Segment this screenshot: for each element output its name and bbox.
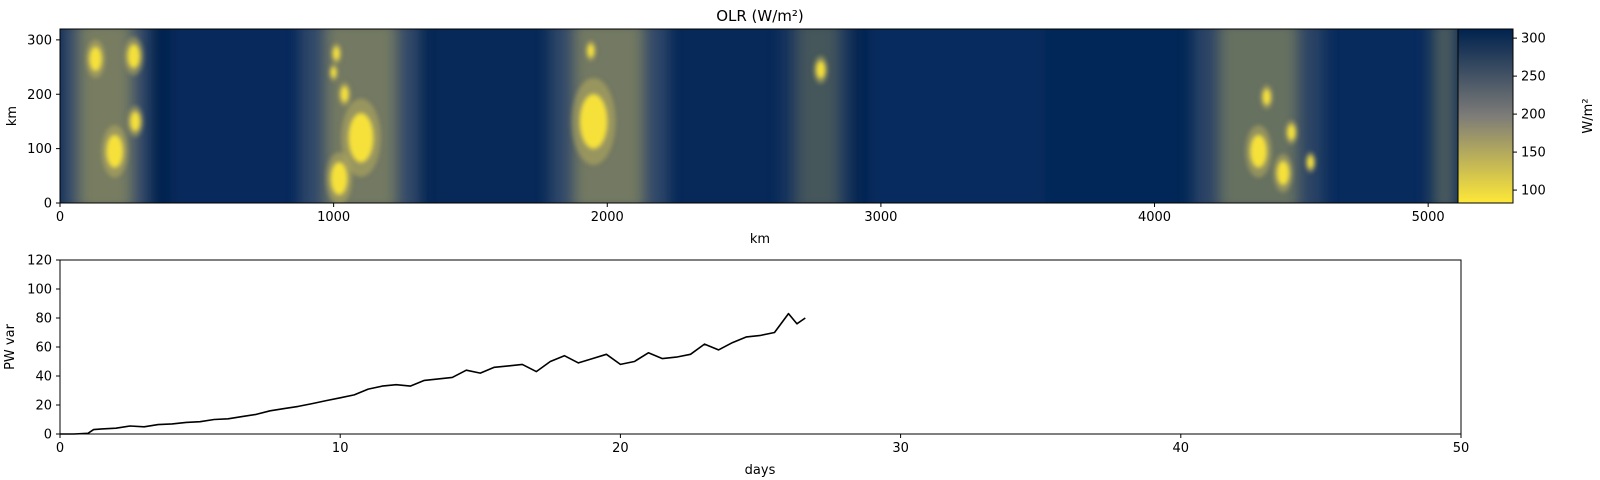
heatmap-area bbox=[60, 29, 1461, 203]
convective-cell bbox=[1262, 89, 1271, 105]
convective-cell bbox=[816, 61, 826, 79]
line-plot-x-axis: 0 10 20 30 40 50 bbox=[56, 434, 1469, 456]
convective-cell bbox=[587, 44, 595, 58]
heatmap-haze-patch bbox=[1324, 29, 1429, 203]
line-plot-x-tick-label: 10 bbox=[332, 441, 349, 456]
convective-cell bbox=[340, 86, 349, 102]
heatmap-y-tick-label: 300 bbox=[27, 33, 52, 48]
heatmap-x-tick-label: 2000 bbox=[591, 210, 624, 225]
convective-cell bbox=[348, 113, 374, 163]
convective-cell bbox=[333, 46, 340, 60]
heatmap-x-axis: 0 1000 2000 3000 4000 5000 bbox=[56, 203, 1445, 225]
convective-cell bbox=[330, 162, 348, 195]
colorbar-tick-label: 200 bbox=[1521, 108, 1546, 123]
heatmap-x-tick-label: 5000 bbox=[1412, 210, 1445, 225]
colorbar-tick-label: 300 bbox=[1521, 32, 1546, 47]
convective-cell bbox=[330, 67, 337, 78]
heatmap-haze-patch bbox=[429, 29, 553, 203]
heatmap-y-tick-label: 0 bbox=[44, 197, 52, 212]
line-plot-series bbox=[60, 312, 806, 435]
colorbar bbox=[1457, 28, 1514, 204]
colorbar-tick-label: 150 bbox=[1521, 146, 1546, 161]
convective-cell bbox=[127, 44, 140, 69]
convective-band-core bbox=[796, 29, 840, 203]
heatmap-y-tick-label: 100 bbox=[27, 142, 52, 157]
heatmap-haze-patch bbox=[867, 29, 1046, 203]
line-plot-y-tick-label: 20 bbox=[35, 399, 52, 414]
line-plot-y-tick-label: 120 bbox=[27, 254, 52, 269]
heatmap-haze-patch bbox=[1045, 29, 1196, 203]
heatmap-title: OLR (W/m²) bbox=[716, 7, 804, 25]
line-plot-frame bbox=[59, 259, 1462, 435]
convective-cell bbox=[106, 135, 123, 168]
pw-var-line bbox=[60, 312, 806, 435]
convective-cell bbox=[1250, 135, 1267, 168]
line-plot-y-tick-label: 100 bbox=[27, 283, 52, 298]
heatmap-y-label: km bbox=[5, 106, 20, 126]
colorbar-axis: 100 150 200 250 300 bbox=[1513, 32, 1546, 199]
heatmap-x-tick-label: 1000 bbox=[317, 210, 350, 225]
line-plot-y-tick-label: 60 bbox=[35, 341, 52, 356]
line-plot-x-tick-label: 40 bbox=[1173, 441, 1190, 456]
line-plot-y-tick-label: 40 bbox=[35, 370, 52, 385]
line-plot-y-label: PW var bbox=[3, 323, 18, 369]
heatmap-x-tick-label: 0 bbox=[56, 210, 64, 225]
convective-band-core bbox=[1434, 29, 1455, 203]
heatmap-cells bbox=[85, 37, 1316, 203]
convective-cell bbox=[579, 94, 608, 149]
colorbar-label: W/m² bbox=[1581, 98, 1596, 133]
heatmap-haze-patch bbox=[661, 29, 786, 203]
line-plot-x-label: days bbox=[745, 463, 776, 478]
convective-cell bbox=[130, 111, 141, 132]
line-plot-x-tick-label: 50 bbox=[1453, 441, 1470, 456]
heatmap-y-axis: 0 100 200 300 bbox=[27, 33, 60, 212]
convective-cell bbox=[1307, 155, 1314, 169]
line-plot-x-tick-label: 30 bbox=[892, 441, 909, 456]
heatmap-x-tick-label: 3000 bbox=[864, 210, 897, 225]
colorbar-tick-label: 100 bbox=[1521, 184, 1546, 199]
line-plot-x-tick-label: 20 bbox=[612, 441, 629, 456]
colorbar-tick-label: 250 bbox=[1521, 70, 1546, 85]
convective-cell bbox=[1287, 124, 1296, 140]
heatmap-haze bbox=[169, 29, 1429, 203]
convective-cell bbox=[1277, 161, 1290, 186]
line-plot-y-axis: 0 20 40 60 80 100 120 bbox=[27, 254, 60, 443]
convective-band-core bbox=[78, 29, 133, 203]
heatmap-x-label: km bbox=[750, 232, 770, 247]
heatmap-y-tick-label: 200 bbox=[27, 88, 52, 103]
line-plot-y-tick-label: 80 bbox=[35, 312, 52, 327]
line-plot-y-tick-label: 0 bbox=[44, 428, 52, 443]
heatmap-x-tick-label: 4000 bbox=[1138, 210, 1171, 225]
heatmap-haze-patch bbox=[169, 29, 307, 203]
line-plot-x-tick-label: 0 bbox=[56, 441, 64, 456]
convective-cell bbox=[89, 46, 102, 71]
